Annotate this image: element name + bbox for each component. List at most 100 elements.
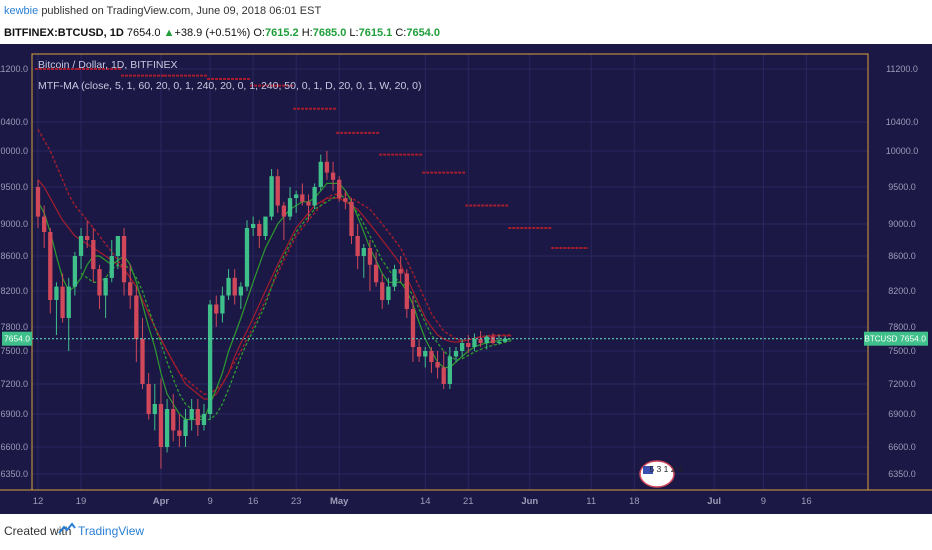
candle-body[interactable] [263,216,268,236]
candle-body[interactable] [355,236,360,256]
y-tick-label-left: 6900.0 [0,409,28,419]
candle-body[interactable] [158,404,164,447]
candle-body[interactable] [54,286,59,300]
candle-body[interactable] [97,269,102,296]
candle-body[interactable] [410,309,416,347]
candle-body[interactable] [349,201,354,236]
candle-body[interactable] [503,338,508,342]
candle-body[interactable] [472,339,477,347]
candle-body[interactable] [478,339,483,343]
tradingview-brand[interactable]: TradingView [78,524,145,538]
candle-body[interactable] [177,430,182,437]
chart-area[interactable]: 6350.0 6350.0 6600.0 6600.0 6900.0 6900.0 7200… [0,44,932,514]
legend-indicator: MTF-MA (close, 5, 1, 60, 20, 0, 1, 240, … [38,80,421,92]
candle-body[interactable] [226,277,231,296]
candle-body[interactable] [380,282,385,300]
candle-body[interactable] [306,201,311,206]
candle-body[interactable] [459,343,465,351]
x-tick-label: 11 [586,496,596,507]
candle-body[interactable] [146,384,151,414]
y-tick-label-right: 7200.0 [888,379,916,389]
low-value: 7615.1 [358,27,393,39]
candle-body[interactable] [484,336,489,343]
candle-body[interactable] [281,205,287,217]
y-tick-label-right: 10400.0 [886,117,919,127]
candle-body[interactable] [60,286,65,318]
candle-body[interactable] [189,409,194,420]
y-tick-label-left: 6350.0 [0,469,28,479]
candle-body[interactable] [109,256,114,278]
candle-body[interactable] [386,286,391,300]
candle-body[interactable] [453,351,459,357]
candle-body[interactable] [398,269,403,274]
candle-body[interactable] [429,351,434,362]
candle-body[interactable] [78,236,84,256]
footer: Created with TradingView [0,514,932,550]
candle-body[interactable] [72,256,78,287]
symbol-tag-text: BTCUSD [865,335,898,344]
open-label: O: [253,27,265,39]
candle-body[interactable] [343,198,348,202]
candle-body[interactable] [490,336,496,343]
candle-body[interactable] [324,161,330,173]
candle-body[interactable] [435,362,440,368]
candle-body[interactable] [103,277,108,296]
candle-body[interactable] [238,286,244,296]
candle-body[interactable] [392,269,397,287]
candle-body[interactable] [232,277,237,296]
candle-body[interactable] [404,273,409,310]
candle-body[interactable] [244,228,250,287]
candle-body[interactable] [140,339,145,384]
candle-body[interactable] [48,232,53,300]
candle-body[interactable] [269,176,274,217]
candle-body[interactable] [66,286,71,318]
x-tick-label: 12 [33,496,44,507]
author-link[interactable]: kewbie [4,5,39,17]
candle-body[interactable] [287,198,293,217]
candle-body[interactable] [416,347,422,357]
chart-header: kewbie published on TradingView.com, Jun… [0,0,932,44]
candle-body[interactable] [41,216,47,232]
x-tick-label: Jun [521,496,538,507]
events-badge[interactable]: 5 3 1 2 4 [639,460,683,488]
x-tick-label: 9 [761,496,766,507]
candle-body[interactable] [496,341,502,343]
candle-body[interactable] [134,295,139,340]
candle-body[interactable] [466,343,471,347]
candle-body[interactable] [300,194,305,202]
last-price: 7654.0 [126,27,161,39]
candle-body[interactable] [373,264,379,283]
candle-body[interactable] [294,194,299,199]
candle-body[interactable] [121,236,127,283]
candle-body[interactable] [35,187,41,217]
candle-body[interactable] [91,240,96,270]
candle-body[interactable] [367,248,373,265]
candle-body[interactable] [171,409,176,431]
candle-body[interactable] [330,172,336,180]
candle-body[interactable] [195,409,200,425]
candle-body[interactable] [164,409,170,447]
candle-body[interactable] [275,176,280,206]
candle-body[interactable] [115,236,121,256]
candle-body[interactable] [128,282,133,296]
candle-body[interactable] [423,351,428,357]
candle-body[interactable] [312,187,317,206]
x-tick-label: 23 [291,496,302,507]
candle-body[interactable] [318,161,323,187]
candle-body[interactable] [152,404,157,414]
candle-body[interactable] [183,419,188,437]
candle-body[interactable] [447,356,453,385]
candle-body[interactable] [257,224,262,236]
price-chart[interactable]: 6350.0 6350.0 6600.0 6600.0 6900.0 6900.0 7200… [0,44,932,514]
y-tick-label-left: 7800.0 [0,322,28,332]
candle-body[interactable] [85,236,90,240]
candle-body[interactable] [201,414,207,425]
candle-body[interactable] [337,179,342,199]
candle-body[interactable] [207,304,213,415]
candle-body[interactable] [361,248,366,256]
candle-body[interactable] [441,367,446,385]
candle-body[interactable] [220,295,225,314]
candle-body[interactable] [250,224,256,228]
candle-body[interactable] [214,304,219,314]
x-tick-label: 18 [629,496,640,507]
